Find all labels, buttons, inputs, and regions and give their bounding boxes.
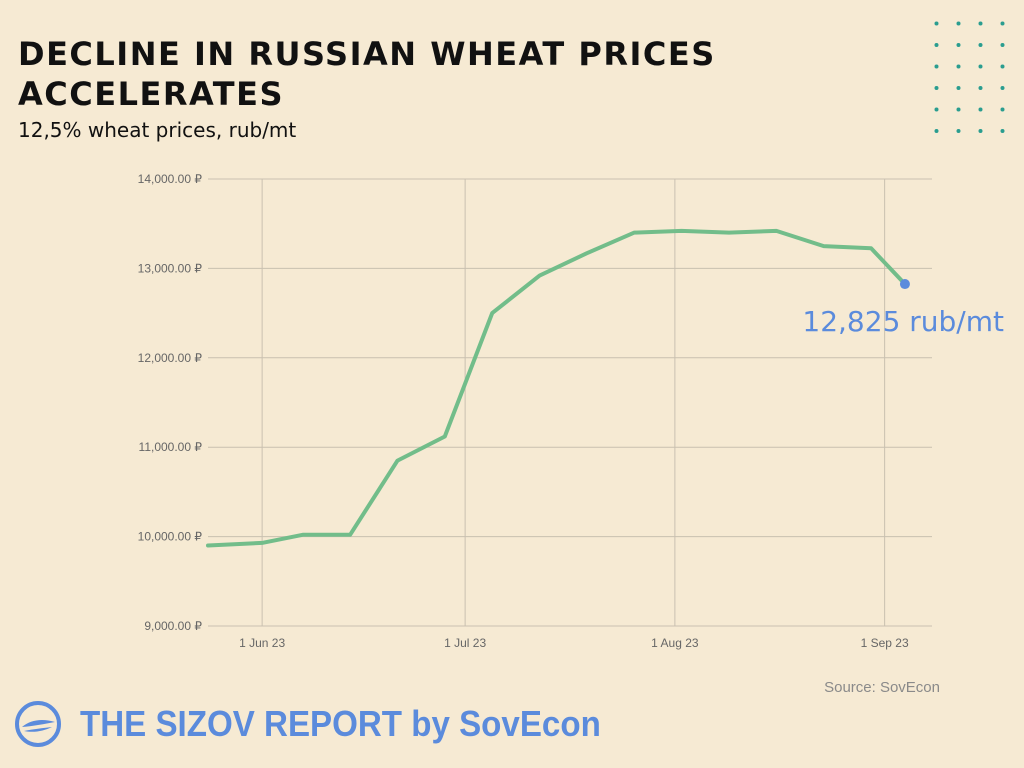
decor-dot [978,21,983,26]
x-tick-label: 1 Jun 23 [239,636,285,650]
data-point [822,244,826,248]
data-point [490,311,494,315]
data-point [680,229,684,233]
data-point [727,231,731,235]
data-point [260,541,264,545]
decor-dot [956,129,961,133]
brand-name: THE SIZOV REPORT by SovEcon [80,703,601,744]
decor-dot [934,107,939,112]
series-line [206,228,907,548]
data-point [395,459,399,463]
last-value-label: 12,825 rub/mt [802,305,1004,338]
decor-dot [956,64,961,69]
brand-footer: THE SIZOV REPORT by SovEcon [14,700,646,748]
y-tick-label: 12,000.00 ₽ [138,351,203,365]
data-point [301,533,305,537]
x-tick-label: 1 Aug 23 [651,636,699,650]
decor-dot [934,64,939,69]
decor-dot [1000,86,1005,90]
decor-dot [1000,43,1005,47]
y-tick-label: 14,000.00 ₽ [138,172,203,186]
line-chart: 9,000.00 ₽ 10,000.00 ₽ 11,000.00 ₽ 12,000.0… [138,172,1004,650]
data-point [443,434,447,438]
decor-dot [978,64,983,69]
decor-dot [956,21,961,26]
data-point [774,229,778,233]
y-tick-label: 11,000.00 ₽ [139,440,203,454]
chart-title: DECLINE IN RUSSIAN WHEAT PRICES ACCELERA… [18,35,716,113]
source-note: Source: SovEcon [824,679,940,696]
data-point [538,274,542,278]
decorative-dot-grid [934,21,1005,133]
y-tick-label: 13,000.00 ₽ [138,261,203,275]
x-tick-label: 1 Sep 23 [861,636,909,650]
decor-dot [934,129,939,133]
data-point [348,533,352,537]
chart-subtitle: 12,5% wheat prices, rub/mt [18,118,297,142]
decor-dot [956,107,961,112]
decor-dot [1000,21,1005,26]
decor-dot [978,129,983,133]
sovecon-logo-icon [15,701,61,747]
data-point [632,231,636,235]
data-point [585,251,589,255]
data-point [206,544,210,548]
decor-dot [956,43,961,47]
decor-dot [978,107,983,112]
data-point [869,246,873,250]
decor-dot [978,43,983,47]
x-tick-label: 1 Jul 23 [444,636,486,650]
decor-dot [1000,64,1005,69]
decor-dot [934,86,939,90]
y-tick-label: 10,000.00 ₽ [138,530,203,544]
decor-dot [934,21,939,26]
decor-dot [1000,107,1005,112]
decor-dot [1000,129,1005,133]
decor-dot [934,43,939,47]
last-value-marker [899,279,910,290]
decor-dot [956,86,961,90]
y-tick-label: 9,000.00 ₽ [144,619,202,633]
decor-dot [978,86,983,90]
